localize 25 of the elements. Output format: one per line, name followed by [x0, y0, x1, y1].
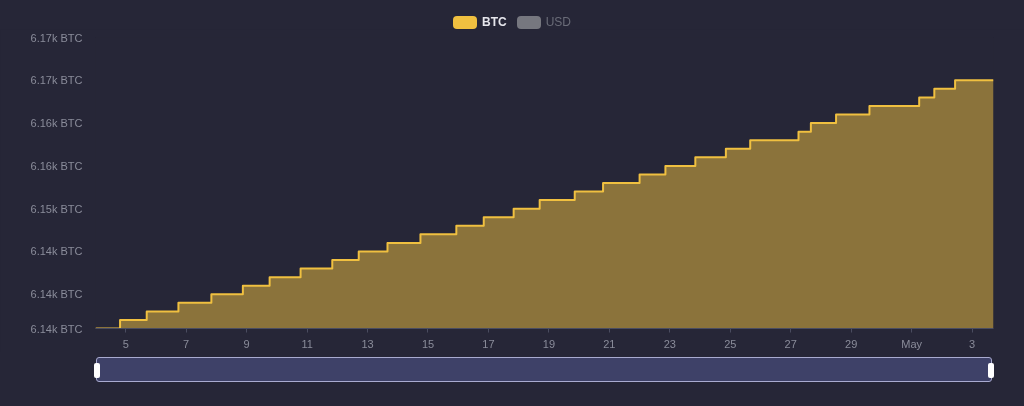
x-tick-label: 15 — [421, 337, 435, 350]
y-tick-label: 6.15k BTC — [30, 202, 83, 215]
y-tick-label: 6.14k BTC — [30, 288, 83, 301]
y-tick-label: 6.16k BTC — [30, 159, 83, 172]
x-tick-label: 11 — [301, 337, 313, 350]
x-tick-label: 3 — [969, 337, 976, 350]
x-tick-label: 29 — [845, 337, 858, 350]
y-tick-label: 6.17k BTC — [30, 31, 83, 44]
y-tick-label: 6.14k BTC — [30, 322, 83, 335]
y-tick-label: 6.16k BTC — [30, 117, 83, 130]
x-tick-label: 23 — [663, 337, 676, 350]
y-tick-label: 6.17k BTC — [30, 74, 83, 87]
x-tick-label: 13 — [361, 337, 374, 350]
x-tick-label: May — [901, 337, 923, 350]
legend-label: BTC — [481, 14, 507, 31]
x-tick-label: 21 — [603, 337, 616, 350]
x-tick-label: 9 — [243, 337, 250, 350]
x-tick-label: 17 — [482, 337, 495, 350]
x-tick-label: 7 — [183, 337, 190, 350]
x-tick-label: 19 — [542, 337, 556, 350]
legend-label: USD — [545, 14, 571, 31]
x-tick-label: 25 — [724, 337, 737, 350]
x-tick-label: 27 — [784, 337, 797, 350]
y-tick-label: 6.14k BTC — [30, 245, 83, 258]
x-tick-label: 5 — [122, 337, 129, 350]
